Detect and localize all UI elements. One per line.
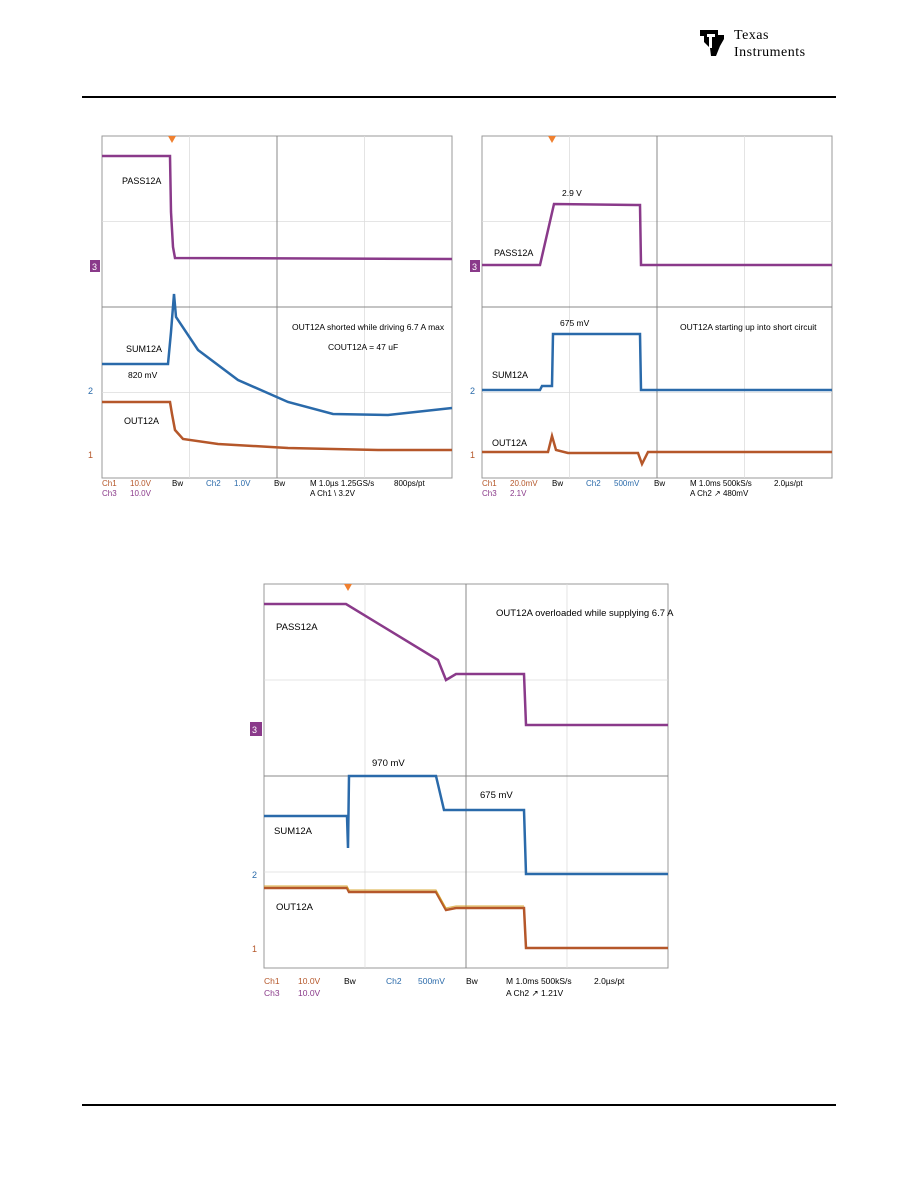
readout-bw-2: Bw xyxy=(274,479,285,488)
readout-ch1-scale: 10.0V xyxy=(298,976,321,986)
annotation-voltage-mid: 970 mV xyxy=(372,758,405,769)
channel-marker-3 xyxy=(90,260,100,272)
annotation-voltage-low: 675 mV xyxy=(480,790,513,801)
scope-capture-overload: 3 2 1 PASS12A SUM12A OUT12A OUT12A overl… xyxy=(248,580,674,1010)
trace-ch1 xyxy=(102,400,452,452)
readout-ch3: Ch3 xyxy=(102,489,117,498)
annotation-title: OUT12A starting up into short circuit xyxy=(680,322,817,332)
trace-label-bot: OUT12A xyxy=(124,416,159,426)
readout-ch3: Ch3 xyxy=(482,489,497,498)
readout-ch1: Ch1 xyxy=(264,976,280,986)
annotation-voltage-top: 2.9 V xyxy=(562,188,582,198)
trace-ch1 xyxy=(264,886,668,950)
readout-bw-1: Bw xyxy=(172,479,183,488)
readout-bw-2: Bw xyxy=(654,479,665,488)
channel-marker-2-label: 2 xyxy=(470,386,475,396)
scope-capture-shorted: 3 2 1 PASS12A SUM12A OUT12A OUT12A short… xyxy=(88,132,454,510)
trace-ch3 xyxy=(102,154,453,261)
scope-plot-shorted: 3 2 1 PASS12A SUM12A OUT12A OUT12A short… xyxy=(88,135,453,498)
trace-ch1 xyxy=(482,431,832,468)
readout-ch1-scale: 20.0mV xyxy=(510,479,538,488)
channel-marker-3-label: 3 xyxy=(472,262,477,272)
readout-ch2-scale: 500mV xyxy=(418,976,445,986)
readout-timebase: M 1.0ms 500kS/s xyxy=(506,976,572,986)
footer-rule xyxy=(82,1104,836,1106)
trace-label-top: PASS12A xyxy=(276,622,318,633)
channel-marker-1-label: 1 xyxy=(88,450,93,460)
trace-label-bot: OUT12A xyxy=(276,902,314,913)
trace-ch3 xyxy=(264,602,668,727)
readout-ch3: Ch3 xyxy=(264,988,280,998)
readout-trigger: A Ch2 ↗ 1.21V xyxy=(506,988,564,998)
scope-plot-overload: 3 2 1 PASS12A SUM12A OUT12A OUT12A overl… xyxy=(250,583,674,998)
channel-marker-3-label: 3 xyxy=(92,262,97,272)
readout-ch2: Ch2 xyxy=(386,976,402,986)
trigger-marker-icon xyxy=(344,584,352,591)
readout-ch1: Ch1 xyxy=(482,479,497,488)
readout-ch3-scale: 10.0V xyxy=(298,988,321,998)
readout-ch2-scale: 500mV xyxy=(614,479,640,488)
annotation-title: OUT12A overloaded while supplying 6.7 A xyxy=(496,608,674,619)
channel-marker-2-label: 2 xyxy=(88,386,93,396)
scope-plot-startup: 3 2 1 PASS12A SUM12A OUT12A 2.9 V 675 mV… xyxy=(470,135,833,498)
readout-bw-1: Bw xyxy=(552,479,563,488)
readout-bw-2: Bw xyxy=(466,976,479,986)
readout-resolution: 2.0µs/pt xyxy=(594,976,625,986)
annotation-voltage-mid: 675 mV xyxy=(560,318,590,328)
annotation-title: OUT12A shorted while driving 6.7 A max xyxy=(292,322,445,332)
readout-ch2-scale: 1.0V xyxy=(234,479,251,488)
trace-ch3 xyxy=(482,202,832,267)
readout-ch1: Ch1 xyxy=(102,479,117,488)
channel-marker-1-label: 1 xyxy=(252,944,257,954)
readout-bw-1: Bw xyxy=(344,976,357,986)
readout-trigger: A Ch1 \ 3.2V xyxy=(310,489,356,498)
trace-label-mid: SUM12A xyxy=(126,344,162,354)
scope-capture-startup: 3 2 1 PASS12A SUM12A OUT12A 2.9 V 675 mV… xyxy=(468,132,834,510)
readout-ch2: Ch2 xyxy=(586,479,601,488)
readout-timebase: M 1.0µs 1.25GS/s xyxy=(310,479,374,488)
channel-marker-1-label: 1 xyxy=(470,450,475,460)
trace-label-top: PASS12A xyxy=(122,176,161,186)
trace-ch2 xyxy=(102,293,453,417)
trace-ch2 xyxy=(482,332,832,392)
logo-text-line1: Texas xyxy=(734,28,769,43)
annotation-voltage: 820 mV xyxy=(128,370,158,380)
channel-marker-2-label: 2 xyxy=(252,870,257,880)
ti-logo: Texas Instruments xyxy=(696,26,841,66)
ti-logo-icon xyxy=(700,30,724,56)
channel-marker-3 xyxy=(470,260,480,272)
readout-timebase: M 1.0ms 500kS/s xyxy=(690,479,752,488)
readout-ch1-scale: 10.0V xyxy=(130,479,152,488)
channel-marker-3-label: 3 xyxy=(252,725,257,735)
readout-ch3-scale: 10.0V xyxy=(130,489,152,498)
trace-label-mid: SUM12A xyxy=(274,826,313,837)
annotation-cap: COUT12A = 47 uF xyxy=(328,342,398,352)
trace-label-mid: SUM12A xyxy=(492,370,528,380)
readout-trigger: A Ch2 ↗ 480mV xyxy=(690,489,749,498)
trace-ch2 xyxy=(264,774,668,876)
readout-ch3-scale: 2.1V xyxy=(510,489,527,498)
header-rule xyxy=(82,96,836,98)
trace-label-top: PASS12A xyxy=(494,248,533,258)
channel-marker-3 xyxy=(250,722,262,736)
readout-resolution: 2.0µs/pt xyxy=(774,479,803,488)
trace-label-bot: OUT12A xyxy=(492,438,527,448)
readout-resolution: 800ps/pt xyxy=(394,479,425,488)
trigger-marker-icon xyxy=(548,136,556,143)
trace-ch1-overlay xyxy=(264,885,524,909)
trigger-marker-icon xyxy=(168,136,176,143)
readout-ch2: Ch2 xyxy=(206,479,221,488)
logo-text-line2: Instruments xyxy=(734,45,806,60)
